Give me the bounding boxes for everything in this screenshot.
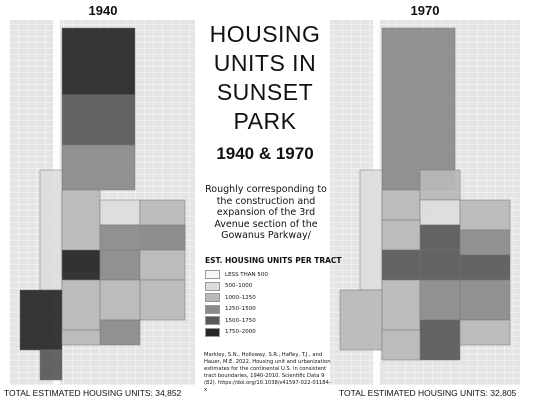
legend-label: 500–1000	[225, 283, 253, 290]
tract	[99, 199, 141, 226]
legend-items: LESS THAN 500 500–1000 1000–1250 1250–1500 1…	[205, 269, 330, 338]
legend-item: 1250–1500	[205, 304, 330, 316]
tract	[381, 249, 421, 281]
tract	[459, 279, 511, 321]
legend-item: 1000–1250	[205, 292, 330, 304]
tract	[19, 289, 63, 351]
description: Roughly corresponding to the constructio…	[205, 184, 327, 241]
legend-label: LESS THAN 500	[225, 271, 268, 278]
tract	[459, 229, 511, 256]
map-total: TOTAL ESTIMATED HOUSING UNITS: 34,852	[4, 388, 182, 398]
legend-item: 500–1000	[205, 281, 330, 293]
map-year: 1970	[410, 3, 440, 18]
tract	[61, 144, 136, 191]
legend-swatch	[205, 304, 220, 314]
tract	[419, 169, 461, 201]
legend-swatch	[205, 316, 220, 326]
tract	[381, 329, 421, 361]
legend-swatch	[205, 270, 220, 280]
tract	[381, 27, 456, 191]
tract	[419, 199, 461, 226]
map-1970	[330, 20, 520, 385]
tract	[419, 249, 461, 281]
tract	[459, 199, 511, 231]
legend-item: 1500–1750	[205, 315, 330, 327]
map-total: TOTAL ESTIMATED HOUSING UNITS: 32,805	[339, 388, 517, 398]
tract	[61, 27, 136, 96]
legend: EST. HOUSING UNITS PER TRACT LESS THAN 5…	[205, 256, 342, 338]
tract	[419, 319, 461, 361]
legend-label: 1000–1250	[225, 294, 256, 301]
legend-swatch	[205, 281, 220, 291]
map-year: 1940	[88, 3, 118, 18]
citation: Markley, S.N., Holloway, S.R., Hafley, T…	[204, 352, 331, 393]
tract	[139, 279, 186, 321]
legend-item: LESS THAN 500	[205, 269, 330, 281]
tract	[359, 169, 383, 291]
legend-swatch	[205, 327, 220, 337]
tract	[39, 169, 63, 291]
tract	[99, 279, 141, 321]
tract	[139, 249, 186, 281]
legend-label: 1250–1500	[225, 306, 256, 313]
tract	[61, 279, 101, 331]
legend-label: 1500–1750	[225, 317, 256, 324]
tract	[99, 249, 141, 281]
tract	[99, 319, 141, 346]
tract	[459, 254, 511, 281]
tract	[381, 219, 421, 251]
tract	[61, 329, 101, 346]
legend-swatch	[205, 293, 220, 303]
tract	[459, 319, 511, 346]
legend-item: 1750–2000	[205, 327, 330, 339]
title: HOUSING UNITS IN SUNSET PARK	[209, 21, 321, 134]
legend-title: EST. HOUSING UNITS PER TRACT	[205, 256, 342, 265]
tract	[381, 279, 421, 331]
tract	[61, 94, 136, 146]
tract	[381, 189, 421, 221]
subtitle: 1940 & 1970	[216, 144, 314, 163]
tract	[99, 224, 186, 251]
tract	[419, 224, 461, 251]
legend-label: 1750–2000	[225, 329, 256, 336]
tract	[39, 349, 63, 381]
tract	[61, 249, 101, 281]
tract	[339, 289, 383, 351]
map-1940	[10, 20, 195, 385]
tract	[419, 279, 461, 321]
